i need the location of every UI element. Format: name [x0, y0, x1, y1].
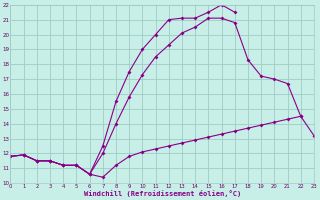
X-axis label: Windchill (Refroidissement éolien,°C): Windchill (Refroidissement éolien,°C) [84, 190, 241, 197]
